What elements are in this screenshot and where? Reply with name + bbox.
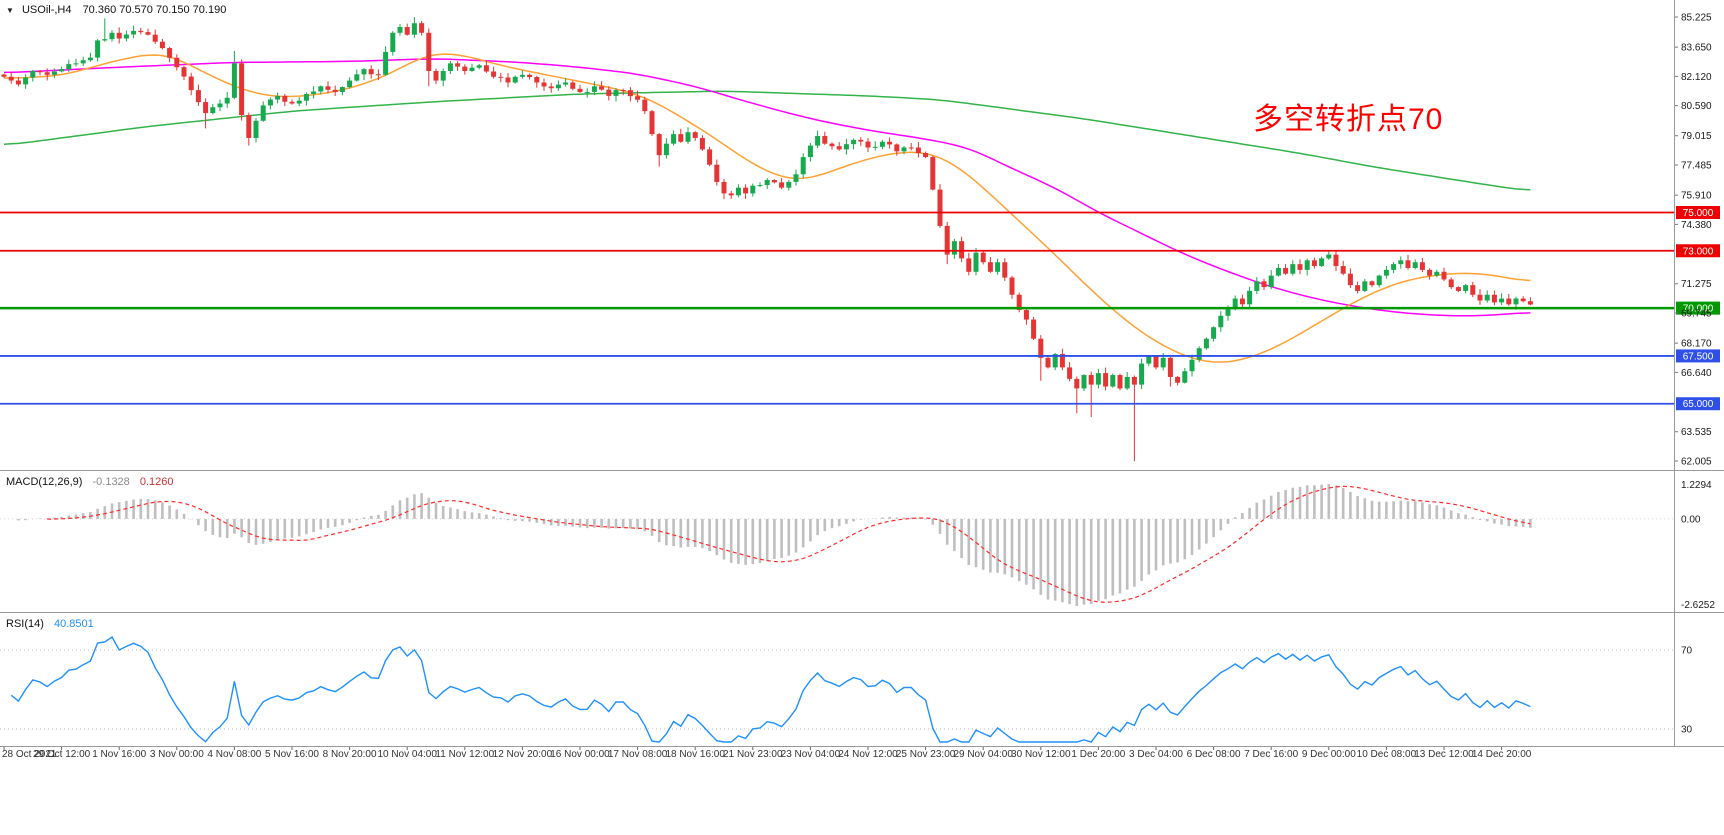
time-tick-label: 16 Nov 00:00 bbox=[550, 749, 610, 760]
macd-indicator-label: MACD(12,26,9) -0.1328 0.1260 bbox=[6, 476, 181, 488]
macd-axis-ticks: 1.2294 0.00 -2.6252 bbox=[1681, 480, 1715, 611]
price-badge-label: 73.000 bbox=[1683, 246, 1714, 257]
time-tick-label: 9 Dec 00:00 bbox=[1302, 749, 1356, 760]
price-tick-label: 77.485 bbox=[1681, 161, 1712, 172]
rsi-indicator-label: RSI(14) 40.8501 bbox=[6, 618, 101, 630]
time-tick-label: 14 Dec 20:00 bbox=[1472, 749, 1532, 760]
price-badge-67.500 bbox=[1676, 349, 1720, 363]
time-tick-label: 7 Dec 16:00 bbox=[1244, 749, 1298, 760]
time-tick-label: 21 Nov 23:00 bbox=[723, 749, 783, 760]
time-tick-label: 5 Nov 16:00 bbox=[265, 749, 319, 760]
horizontal-line-73.000[interactable]: 73.000 bbox=[0, 244, 1720, 258]
time-tick-label: 24 Nov 12:00 bbox=[838, 749, 898, 760]
ma-medium-line bbox=[3, 58, 1531, 317]
price-badge-label: 67.500 bbox=[1683, 351, 1714, 362]
price-tick-label: 74.380 bbox=[1681, 220, 1712, 231]
ma-fast-line bbox=[3, 53, 1531, 363]
price-tick-label: 62.005 bbox=[1681, 457, 1712, 468]
horizontal-line-67.500[interactable]: 67.500 bbox=[0, 349, 1720, 363]
rsi-line bbox=[10, 635, 1531, 743]
price-tick-label: 85.225 bbox=[1681, 13, 1712, 24]
time-tick-label: 3 Nov 00:00 bbox=[150, 749, 204, 760]
macd-signal-value: 0.1260 bbox=[139, 476, 174, 488]
price-badge-label: 70.000 bbox=[1683, 304, 1714, 315]
price-badge-75.000 bbox=[1676, 206, 1720, 220]
macd-tick-label: 1.2294 bbox=[1681, 480, 1712, 491]
price-badge-label: 75.000 bbox=[1683, 208, 1714, 219]
time-tick-label: 29 Oct 12:00 bbox=[33, 749, 91, 760]
ma-slow-line bbox=[3, 90, 1531, 191]
time-tick-label: 1 Nov 16:00 bbox=[92, 749, 146, 760]
time-tick-label: 6 Dec 08:00 bbox=[1187, 749, 1241, 760]
price-tick-label: 75.910 bbox=[1681, 191, 1712, 202]
time-tick-label: 25 Nov 23:00 bbox=[896, 749, 956, 760]
price-tick-label: 63.535 bbox=[1681, 427, 1712, 438]
price-tick-label: 66.640 bbox=[1681, 368, 1712, 379]
rsi-tick-label: 30 bbox=[1681, 725, 1693, 736]
main-chart-panel[interactable] bbox=[0, 0, 1724, 470]
rsi-name: RSI(14) bbox=[6, 618, 44, 630]
macd-name: MACD(12,26,9) bbox=[6, 476, 83, 488]
time-tick-label: 29 Nov 04:00 bbox=[953, 749, 1013, 760]
price-tick-label: 71.275 bbox=[1681, 279, 1712, 290]
macd-tick-label: -2.6252 bbox=[1681, 600, 1715, 611]
horizontal-line-75.000[interactable]: 75.000 bbox=[0, 206, 1720, 220]
time-tick-label: 11 Nov 12:00 bbox=[435, 749, 494, 760]
price-tick-label: 79.015 bbox=[1681, 131, 1712, 142]
price-tick-label: 69.745 bbox=[1681, 309, 1712, 320]
time-tick-label: 30 Nov 12:00 bbox=[1011, 749, 1071, 760]
price-badge-65.000 bbox=[1676, 397, 1720, 411]
macd-signal-line bbox=[47, 485, 1531, 603]
price-tick-label: 83.650 bbox=[1681, 43, 1712, 54]
time-tick-label: 17 Nov 08:00 bbox=[608, 749, 668, 760]
price-badge-70.000 bbox=[1676, 301, 1720, 315]
ohlc-quote-label: 70.360 70.570 70.150 70.190 bbox=[82, 4, 227, 16]
price-tick-label: 82.120 bbox=[1681, 72, 1712, 83]
symbol-dropdown-icon[interactable]: ▼ bbox=[6, 6, 14, 15]
time-tick-label: 1 Dec 20:00 bbox=[1071, 749, 1125, 760]
macd-histogram bbox=[0, 484, 1674, 606]
price-tick-label: 80.590 bbox=[1681, 101, 1712, 112]
time-tick-label: 3 Dec 04:00 bbox=[1129, 749, 1183, 760]
time-tick-label: 12 Nov 20:00 bbox=[493, 749, 553, 760]
time-tick-label: 18 Nov 16:00 bbox=[665, 749, 725, 760]
time-axis-area[interactable] bbox=[0, 746, 1724, 835]
price-tick-label: 68.170 bbox=[1681, 339, 1712, 350]
macd-tick-label: 0.00 bbox=[1681, 514, 1701, 525]
macd-panel[interactable] bbox=[0, 472, 1724, 612]
price-axis-area[interactable] bbox=[1674, 0, 1724, 746]
time-tick-label: 28 Oct 2021 bbox=[2, 749, 57, 760]
time-tick-label: 10 Dec 08:00 bbox=[1357, 749, 1417, 760]
horizontal-line-65.000[interactable]: 65.000 bbox=[0, 397, 1720, 411]
time-tick-label: 13 Dec 12:00 bbox=[1414, 749, 1474, 760]
time-tick-label: 10 Nov 04:00 bbox=[377, 749, 437, 760]
rsi-axis-ticks: 70 30 bbox=[1681, 646, 1693, 736]
price-axis-ticks: 85.225 83.650 82.120 80.590 79.015 77.485 75.9… bbox=[1674, 13, 1712, 468]
time-tick-label: 4 Nov 08:00 bbox=[207, 749, 261, 760]
symbol-timeframe-label: USOil-,H4 bbox=[21, 4, 72, 16]
time-tick-label: 23 Nov 04:00 bbox=[781, 749, 841, 760]
price-badge-label: 65.000 bbox=[1683, 399, 1714, 410]
macd-main-value: -0.1328 bbox=[92, 476, 130, 488]
chart-annotation-text[interactable]: 多空转折点70 bbox=[1253, 103, 1444, 136]
rsi-value: 40.8501 bbox=[53, 618, 94, 630]
rsi-tick-label: 70 bbox=[1681, 646, 1693, 657]
horizontal-line-70.000[interactable]: 70.000 bbox=[0, 301, 1720, 315]
price-badge-73.000 bbox=[1676, 244, 1720, 258]
time-tick-label: 8 Nov 20:00 bbox=[323, 749, 377, 760]
chart-header: ▼ USOil-,H4 70.360 70.570 70.150 70.190 bbox=[6, 4, 226, 16]
